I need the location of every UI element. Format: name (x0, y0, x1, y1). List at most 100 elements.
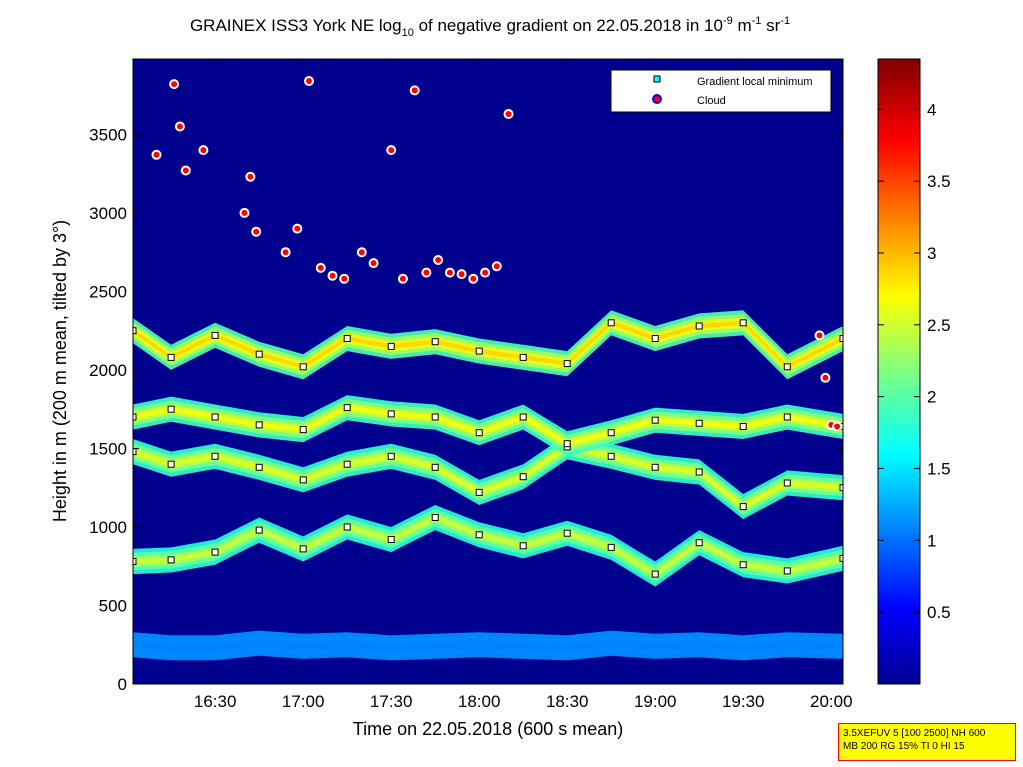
heatmap-band-1-2 (133, 512, 843, 580)
gradient-minimum-marker (783, 479, 791, 487)
gradient-minimum-marker (133, 558, 137, 565)
gradient-minimum-marker (167, 556, 175, 564)
gradient-minimum-marker (739, 503, 747, 511)
gradient-minimum-marker (607, 429, 615, 437)
gradient-minimum-marker (255, 421, 263, 429)
gradient-minimum-marker (211, 452, 219, 460)
gradient-minimum-marker (739, 561, 747, 569)
x-tick-label: 17:00 (282, 692, 325, 711)
gradient-minimum-marker (695, 322, 703, 330)
cloud-marker (198, 145, 209, 156)
cloud-marker (245, 171, 256, 182)
gradient-minimum-marker (299, 545, 307, 553)
title-exp2: -1 (752, 15, 762, 27)
gradient-minimum-marker (519, 353, 527, 361)
x-axis: 16:30 17:00 17:30 18:00 18:30 19:00 19:30 20:00 (194, 59, 853, 711)
cloud-marker (468, 273, 479, 284)
title-prefix: GRAINEX ISS3 York NE log (190, 16, 402, 35)
y-tick-label: 1000 (89, 518, 127, 537)
gradient-minimum-marker (387, 342, 395, 350)
legend-cloud-label: Cloud (697, 95, 726, 107)
gradient-minimum-marker (563, 529, 571, 537)
gradient-minimum-marker (607, 543, 615, 551)
gradient-minimum-marker (211, 413, 219, 421)
legend-gradient-minimum-label: Gradient local minimum (697, 76, 813, 88)
heatmap-band-4-2 (133, 317, 843, 372)
y-axis-label: Height in m (200 m mean, tilted by 3°) (50, 220, 70, 522)
gradient-minimum-marker (475, 531, 483, 539)
cloud-marker (444, 267, 455, 278)
gradient-minimum-marker (783, 567, 791, 575)
title-exp1: -9 (723, 15, 733, 27)
colorbar-tick-label: 3 (927, 244, 936, 263)
gradient-minimum-marker (299, 426, 307, 434)
gradient-minimum-marker (783, 363, 791, 371)
gradient-minimum-marker (299, 476, 307, 484)
cloud-marker (368, 258, 379, 269)
gradient-minimum-marker (167, 460, 175, 468)
gradient-minimum-marker (783, 413, 791, 421)
cloud-marker (339, 273, 350, 284)
gradient-minimum-marker (651, 570, 659, 578)
gradient-minimum-marker (255, 463, 263, 471)
gradient-minimum-marker (387, 452, 395, 460)
x-tick-label: 19:30 (722, 692, 765, 711)
colorbar-tick-label: 0.5 (927, 603, 951, 622)
colorbar-tick-label: 2.5 (927, 316, 951, 335)
gradient-minimum-marker (607, 452, 615, 460)
y-tick-label: 0 (118, 675, 127, 694)
gradient-minimum-marker (167, 405, 175, 413)
y-tick-label: 3000 (89, 204, 127, 223)
y-tick-label: 2000 (89, 361, 127, 380)
cloud-marker (503, 109, 514, 119)
gradient-minimum-marker (387, 410, 395, 418)
gradient-minimum-marker (695, 468, 703, 476)
plot-background (133, 59, 843, 684)
cloud-marker (480, 267, 491, 278)
cloud-marker (315, 262, 326, 273)
x-tick-label: 18:00 (458, 692, 501, 711)
gradient-minimum-marker (475, 488, 483, 496)
gradient-minimum-marker (695, 419, 703, 427)
cloud-marker (327, 270, 338, 281)
title-middle: of negative gradient on 22.05.2018 in 10 (414, 16, 723, 35)
cloud-marker (304, 76, 314, 86)
y-axis: 0 500 1000 1500 2000 2500 3000 3500 (89, 125, 843, 694)
plot-frame (132, 58, 844, 685)
gradient-minimum-marker (739, 423, 747, 430)
gradient-minimum-marker (343, 523, 351, 531)
cloud-marker (239, 207, 250, 218)
gradient-minimum-marker (607, 319, 615, 327)
gradient-minimum-marker (431, 514, 439, 521)
gradient-minimum-marker (739, 319, 747, 327)
cloud-marker (397, 273, 408, 284)
title-prefix-sub: 10 (402, 27, 414, 39)
gradient-minimum-marker (255, 350, 263, 358)
gradient-minimum-marker (651, 335, 659, 342)
legend-box (610, 69, 832, 113)
gradient-minimum-marker (431, 338, 439, 346)
gradient-minimum-marker (475, 429, 483, 437)
gradient-minimum-marker (519, 413, 527, 421)
colorbar-tick-label: 2 (927, 388, 936, 407)
gradient-minimum-marker (387, 536, 395, 543)
heatmap-layers (133, 310, 843, 661)
footnote-box: 3.5XEFUV 5 [100 2500] NH 600 MB 200 RG 1… (838, 723, 1016, 761)
gradient-minimum-marker (475, 347, 483, 355)
x-tick-label: 20:00 (810, 692, 853, 711)
y-tick-label: 3500 (89, 125, 127, 144)
gradient-minimum-marker (167, 353, 175, 361)
x-tick-label: 18:30 (546, 692, 589, 711)
gradient-minimum-marker (299, 363, 307, 371)
colorbar-gradient (877, 58, 921, 685)
x-tick-label: 16:30 (194, 692, 237, 711)
cloud-marker (820, 372, 831, 383)
colorbar-tick-label: 1.5 (927, 459, 951, 478)
cloud-marker (409, 85, 420, 96)
cloud-marker (251, 226, 262, 237)
gradient-minimum-marker (431, 463, 439, 471)
heatmap-band-2-2 (133, 441, 843, 512)
gradient-minimum-marker (211, 548, 219, 556)
legend: Gradient local minimum Cloud (610, 69, 832, 113)
